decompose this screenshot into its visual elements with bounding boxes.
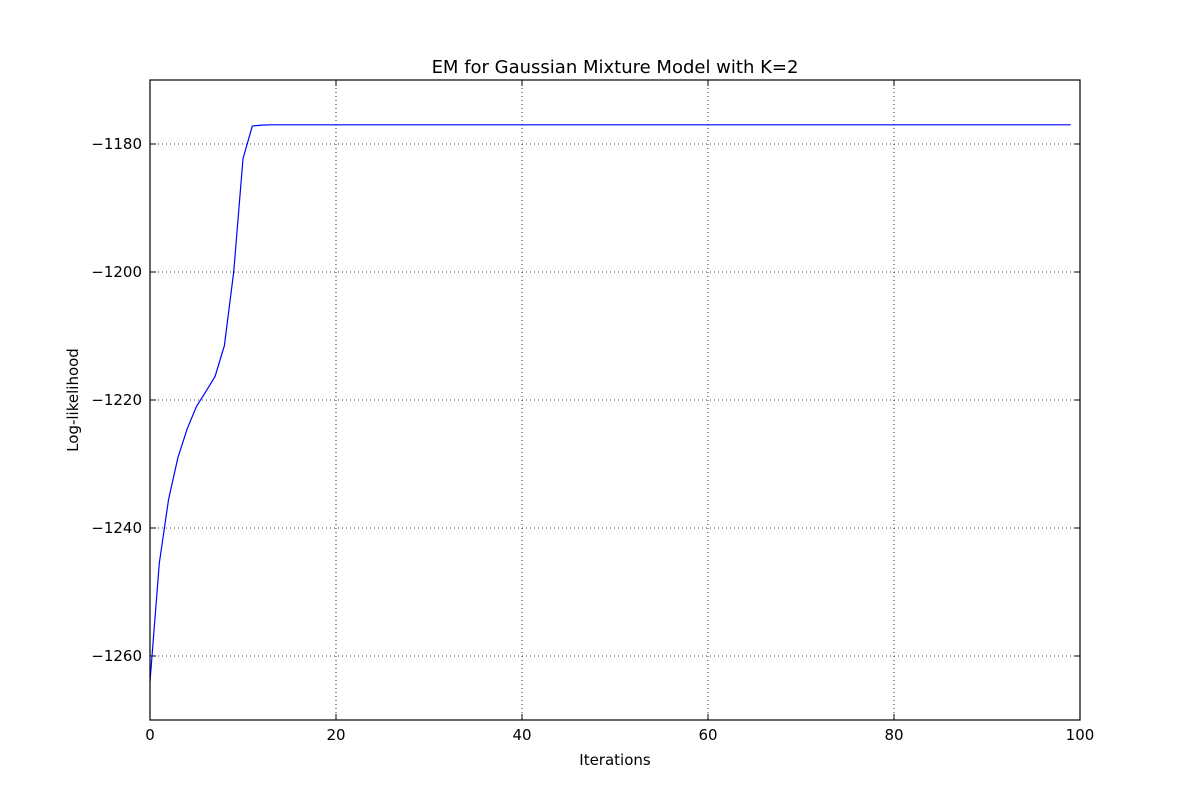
x-axis-label: Iterations [579, 751, 651, 769]
x-tick-label: 100 [1066, 726, 1095, 744]
chart-title: EM for Gaussian Mixture Model with K=2 [432, 57, 799, 78]
x-tick-label: 40 [512, 726, 531, 744]
y-tick-label: −1260 [91, 647, 142, 665]
y-axis-label: Log-likelihood [64, 348, 82, 452]
y-tick-label: −1200 [91, 263, 142, 281]
series-line [149, 124, 1071, 682]
y-tick-label: −1240 [91, 519, 142, 537]
x-tick-label: 80 [884, 726, 903, 744]
tick-labels: 0 20 40 60 80 100 −1260 −1240 −1220 −1200 −1180 [91, 135, 1094, 744]
x-tick-label: 0 [145, 726, 155, 744]
y-tick-label: −1220 [91, 391, 142, 409]
x-tick-label: 20 [326, 726, 345, 744]
plot-frame [149, 79, 1081, 721]
series-layer [149, 124, 1071, 682]
y-tick-label: −1180 [91, 135, 142, 153]
x-tick-label: 60 [698, 726, 717, 744]
grid-lines [149, 80, 1081, 720]
